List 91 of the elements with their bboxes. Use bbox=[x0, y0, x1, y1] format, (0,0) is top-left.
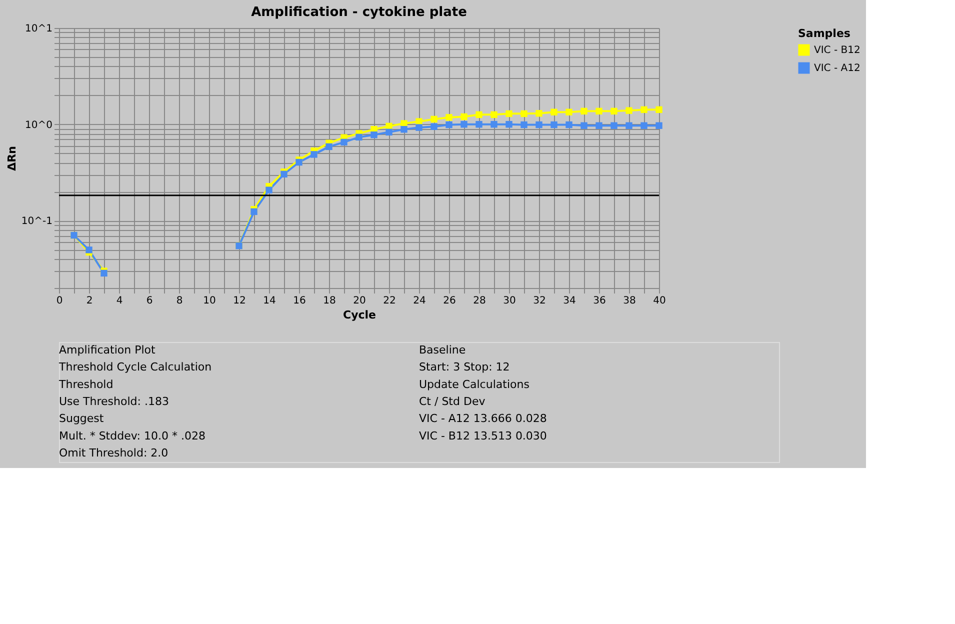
x-tick-label: 18 bbox=[323, 296, 336, 306]
point bbox=[610, 122, 618, 129]
x-tick-label: 4 bbox=[116, 296, 123, 306]
point bbox=[400, 126, 408, 133]
point bbox=[266, 186, 272, 194]
point bbox=[310, 151, 318, 158]
x-tick-label: 28 bbox=[473, 296, 486, 306]
point bbox=[460, 113, 468, 120]
point bbox=[296, 158, 302, 166]
point bbox=[356, 134, 362, 141]
legend-title: Samples bbox=[798, 27, 851, 40]
point bbox=[520, 110, 528, 118]
x-tick-label: 24 bbox=[413, 296, 426, 306]
point bbox=[550, 121, 558, 128]
point bbox=[506, 120, 512, 128]
text: Update Calculations bbox=[419, 378, 530, 391]
text: Use Threshold: .183 bbox=[59, 395, 169, 408]
point bbox=[640, 122, 648, 129]
chart-title: Amplification - cytokine plate bbox=[251, 5, 468, 20]
x-tick-label: 22 bbox=[383, 296, 396, 306]
text: Ct / Std Dev bbox=[419, 395, 486, 408]
y-axis-title: ΔRn bbox=[5, 146, 18, 171]
text: Mult. * Stddev: 10.0 * .028 bbox=[59, 429, 206, 442]
text: Suggest bbox=[59, 412, 104, 426]
point bbox=[280, 170, 288, 178]
point bbox=[476, 111, 482, 118]
point bbox=[370, 131, 378, 138]
point bbox=[580, 108, 588, 115]
point bbox=[550, 108, 558, 116]
text: VIC - A12 13.666 0.028 bbox=[419, 412, 547, 426]
point bbox=[580, 122, 588, 129]
x-tick-label: 6 bbox=[146, 296, 153, 306]
x-axis-title: Cycle bbox=[343, 308, 376, 322]
x-tick-label: 32 bbox=[533, 296, 546, 306]
x-tick-label: 40 bbox=[653, 296, 666, 306]
point bbox=[536, 110, 542, 117]
x-tick-label: 20 bbox=[353, 296, 366, 306]
point bbox=[520, 121, 528, 128]
point bbox=[86, 246, 92, 254]
x-tick-label: 8 bbox=[176, 296, 183, 306]
point bbox=[566, 108, 572, 116]
point bbox=[626, 122, 632, 129]
point bbox=[446, 114, 452, 121]
x-tick-label: 26 bbox=[443, 296, 456, 306]
point bbox=[596, 122, 602, 129]
point bbox=[416, 124, 422, 131]
point bbox=[656, 122, 662, 129]
point bbox=[446, 121, 452, 128]
y-tick-label: 10^1 bbox=[25, 24, 52, 34]
text: Baseline bbox=[419, 344, 466, 357]
point bbox=[656, 106, 662, 114]
point bbox=[640, 106, 648, 114]
point bbox=[326, 143, 332, 150]
x-tick-label: 10 bbox=[203, 296, 216, 306]
x-tick-label: 14 bbox=[263, 296, 276, 306]
point bbox=[250, 208, 258, 216]
x-tick-label: 38 bbox=[623, 296, 636, 306]
point bbox=[386, 122, 392, 130]
x-tick-label: 2 bbox=[86, 296, 93, 306]
point bbox=[476, 120, 482, 128]
point bbox=[490, 111, 498, 118]
point bbox=[610, 108, 618, 115]
point bbox=[536, 121, 542, 128]
point bbox=[506, 110, 512, 118]
text: Amplification Plot bbox=[59, 344, 156, 357]
point bbox=[566, 121, 572, 128]
x-tick-label: 0 bbox=[56, 296, 63, 306]
point bbox=[490, 120, 498, 128]
point bbox=[460, 120, 468, 128]
y-tick-label: 10^0 bbox=[25, 120, 52, 131]
text: Threshold Cycle Calculation bbox=[58, 360, 212, 374]
legend-label: VIC - B12 bbox=[814, 45, 860, 56]
text: Start: 3 Stop: 12 bbox=[419, 360, 510, 374]
point bbox=[340, 138, 348, 146]
x-tick-label: 34 bbox=[563, 296, 576, 306]
x-tick-label: 16 bbox=[293, 296, 306, 306]
point bbox=[416, 118, 422, 125]
point bbox=[430, 116, 438, 123]
point bbox=[100, 270, 108, 277]
x-tick-label: 12 bbox=[233, 296, 246, 306]
legend-label: VIC - A12 bbox=[814, 63, 860, 74]
point bbox=[626, 107, 632, 114]
x-tick-label: 30 bbox=[503, 296, 516, 306]
x-tick-label: 36 bbox=[593, 296, 606, 306]
text: VIC - B12 13.513 0.030 bbox=[419, 429, 547, 442]
point bbox=[596, 108, 602, 115]
point bbox=[386, 128, 392, 136]
y-tick-label: 10^-1 bbox=[21, 216, 52, 228]
text: Threshold bbox=[58, 378, 114, 391]
text: Omit Threshold: 2.0 bbox=[59, 446, 168, 460]
point bbox=[430, 123, 438, 130]
